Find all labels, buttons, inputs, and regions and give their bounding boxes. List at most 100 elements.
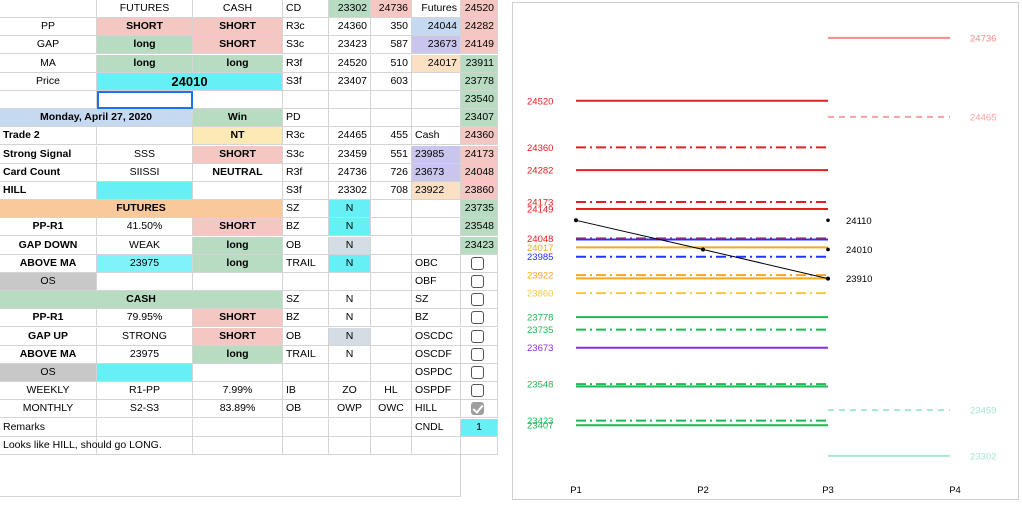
cash-row-value[interactable]: 23975 bbox=[97, 346, 193, 364]
pd-b[interactable]: 455 bbox=[371, 127, 412, 145]
cd-d[interactable]: 23911 bbox=[461, 55, 498, 73]
check-label[interactable]: OSCDF bbox=[412, 346, 461, 364]
futures-side-key[interactable]: BZ bbox=[283, 218, 329, 236]
grid-cell[interactable] bbox=[97, 127, 193, 145]
checkbox-ospdc[interactable] bbox=[471, 366, 484, 379]
grid-cell[interactable] bbox=[371, 328, 412, 346]
weekly-pct[interactable]: 7.99% bbox=[193, 382, 283, 400]
futures-signal[interactable]: long bbox=[97, 55, 193, 73]
grid-cell[interactable] bbox=[461, 382, 498, 400]
cd-a[interactable]: 23423 bbox=[329, 36, 371, 54]
cash-os-value[interactable] bbox=[97, 364, 193, 382]
cash-side-key[interactable]: TRAIL bbox=[283, 346, 329, 364]
futures-signal[interactable]: SHORT bbox=[97, 18, 193, 36]
futures-section-title[interactable]: FUTURES bbox=[0, 200, 283, 218]
cash-row-value[interactable]: STRONG bbox=[97, 328, 193, 346]
check-label[interactable]: OBF bbox=[412, 273, 461, 291]
futures-row-signal[interactable]: long bbox=[193, 237, 283, 255]
grid-cell[interactable] bbox=[97, 273, 193, 291]
price-value[interactable]: 24010 bbox=[97, 73, 283, 91]
grid-cell[interactable] bbox=[193, 364, 283, 382]
hill-value[interactable] bbox=[97, 182, 193, 200]
check-label[interactable]: OSPDC bbox=[412, 364, 461, 382]
pd-key[interactable]: PD bbox=[283, 109, 329, 127]
cash-row-signal[interactable]: SHORT bbox=[193, 309, 283, 327]
row-label[interactable]: GAP bbox=[0, 36, 97, 54]
pd-key[interactable]: R3f bbox=[283, 164, 329, 182]
pd-d[interactable]: 23860 bbox=[461, 182, 498, 200]
signal-label[interactable]: Strong Signal bbox=[0, 146, 97, 164]
grid-cell[interactable] bbox=[461, 309, 498, 327]
pd-c[interactable]: 23922 bbox=[412, 182, 461, 200]
monthly-side-b[interactable]: OWP bbox=[329, 400, 371, 418]
grid-cell[interactable] bbox=[0, 0, 97, 18]
cd-extra[interactable]: 23540 bbox=[461, 91, 498, 109]
row-label[interactable]: PP bbox=[0, 18, 97, 36]
grid-cell[interactable] bbox=[461, 346, 498, 364]
pd-b[interactable]: 551 bbox=[371, 146, 412, 164]
monthly-range[interactable]: S2-S3 bbox=[97, 400, 193, 418]
grid-cell[interactable] bbox=[329, 91, 371, 109]
pd-c[interactable] bbox=[412, 109, 461, 127]
grid-cell[interactable] bbox=[329, 419, 371, 437]
futures-row-label[interactable]: PP-R1 bbox=[0, 218, 97, 236]
header-futures[interactable]: FUTURES bbox=[97, 0, 193, 18]
checkbox-ospdf[interactable] bbox=[471, 384, 484, 397]
grid-cell[interactable] bbox=[461, 328, 498, 346]
futures-row-label[interactable]: GAP DOWN bbox=[0, 237, 97, 255]
checkbox-oscdc[interactable] bbox=[471, 330, 484, 343]
cd-key[interactable]: R3f bbox=[283, 55, 329, 73]
grid-cell[interactable] bbox=[193, 91, 283, 109]
cash-side-value[interactable]: N bbox=[329, 328, 371, 346]
grid-cell[interactable] bbox=[193, 182, 283, 200]
grid-cell[interactable] bbox=[461, 291, 498, 309]
grid-cell[interactable] bbox=[0, 437, 97, 455]
weekly-side-b[interactable]: ZO bbox=[329, 382, 371, 400]
row-label[interactable]: MA bbox=[0, 55, 97, 73]
grid-cell[interactable] bbox=[371, 309, 412, 327]
grid-cell[interactable] bbox=[283, 364, 329, 382]
selected-cell[interactable] bbox=[97, 91, 193, 109]
cd-a[interactable]: 23407 bbox=[329, 73, 371, 91]
grid-cell[interactable] bbox=[461, 437, 498, 455]
futures-side-level[interactable]: 23548 bbox=[461, 218, 498, 236]
cd-key[interactable]: R3c bbox=[283, 18, 329, 36]
weekly-label[interactable]: WEEKLY bbox=[0, 382, 97, 400]
futures-side-level[interactable]: 23423 bbox=[461, 237, 498, 255]
checkbox-hill[interactable] bbox=[471, 402, 484, 415]
cash-side-value[interactable]: N bbox=[329, 291, 371, 309]
futures-side-key[interactable]: OB bbox=[283, 237, 329, 255]
cd-extra[interactable]: 23407 bbox=[461, 109, 498, 127]
pd-d[interactable]: 24048 bbox=[461, 164, 498, 182]
cash-row-label[interactable]: ABOVE MA bbox=[0, 346, 97, 364]
price-label[interactable]: Price bbox=[0, 73, 97, 91]
weekly-range[interactable]: R1-PP bbox=[97, 382, 193, 400]
cd-a[interactable]: 24520 bbox=[329, 55, 371, 73]
signal-futures[interactable]: SSS bbox=[97, 146, 193, 164]
weekly-side-c[interactable]: HL bbox=[371, 382, 412, 400]
grid-cell[interactable] bbox=[461, 400, 498, 418]
futures-os[interactable]: OS bbox=[0, 273, 97, 291]
grid-cell[interactable] bbox=[412, 218, 461, 236]
cd-key[interactable]: S3c bbox=[283, 36, 329, 54]
card-futures[interactable]: SIISSI bbox=[97, 164, 193, 182]
grid-cell[interactable] bbox=[461, 364, 498, 382]
grid-cell[interactable] bbox=[371, 237, 412, 255]
remarks-text[interactable]: Looks like HILL, should go LONG. bbox=[0, 437, 461, 497]
cd-a[interactable]: 24360 bbox=[329, 18, 371, 36]
cd-c[interactable]: 23673 bbox=[412, 36, 461, 54]
cd-b[interactable]: 510 bbox=[371, 55, 412, 73]
pd-key[interactable]: S3f bbox=[283, 182, 329, 200]
hill-label[interactable]: HILL bbox=[0, 182, 97, 200]
cd-b[interactable]: 587 bbox=[371, 36, 412, 54]
grid-cell[interactable] bbox=[371, 419, 412, 437]
grid-cell[interactable] bbox=[283, 273, 329, 291]
cash-os[interactable]: OS bbox=[0, 364, 97, 382]
cash-row-value[interactable]: 79.95% bbox=[97, 309, 193, 327]
grid-cell[interactable] bbox=[371, 273, 412, 291]
cd-d[interactable]: 24520 bbox=[461, 0, 498, 18]
card-cash[interactable]: NEUTRAL bbox=[193, 164, 283, 182]
futures-row-value[interactable]: 41.50% bbox=[97, 218, 193, 236]
grid-cell[interactable] bbox=[283, 419, 329, 437]
cndl-value[interactable]: 1 bbox=[461, 419, 498, 437]
